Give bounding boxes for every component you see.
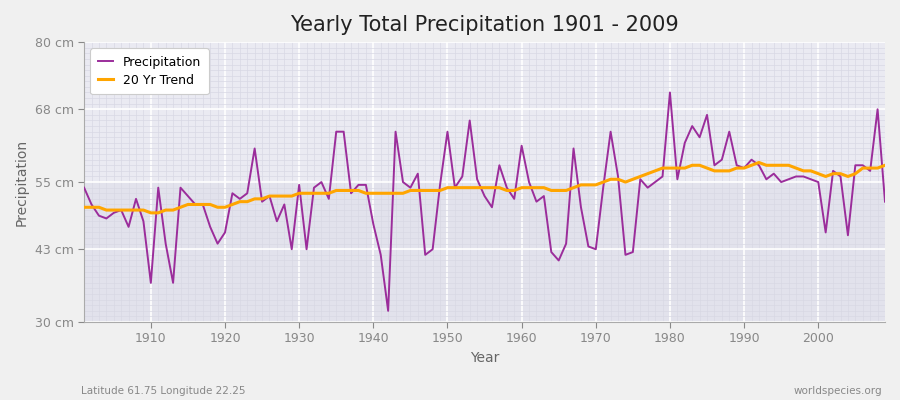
Title: Yearly Total Precipitation 1901 - 2009: Yearly Total Precipitation 1901 - 2009 bbox=[290, 15, 679, 35]
Precipitation bbox=[879, 199, 890, 204]
20 Yr Trend bbox=[879, 163, 890, 168]
Precipitation bbox=[78, 185, 89, 190]
Legend: Precipitation, 20 Yr Trend: Precipitation, 20 Yr Trend bbox=[90, 48, 209, 94]
Precipitation bbox=[138, 219, 148, 224]
Precipitation bbox=[346, 191, 356, 196]
Line: 20 Yr Trend: 20 Yr Trend bbox=[84, 162, 885, 213]
Precipitation bbox=[382, 308, 393, 313]
20 Yr Trend bbox=[753, 160, 764, 165]
Bar bbox=[84, 42, 885, 182]
Precipitation bbox=[524, 180, 535, 184]
Precipitation bbox=[664, 90, 675, 95]
Text: Latitude 61.75 Longitude 22.25: Latitude 61.75 Longitude 22.25 bbox=[81, 386, 246, 396]
X-axis label: Year: Year bbox=[470, 351, 500, 365]
Bar bbox=[84, 182, 885, 322]
Precipitation bbox=[302, 247, 312, 252]
20 Yr Trend bbox=[309, 191, 320, 196]
Text: worldspecies.org: worldspecies.org bbox=[794, 386, 882, 396]
20 Yr Trend bbox=[146, 210, 157, 215]
20 Yr Trend bbox=[353, 188, 364, 193]
20 Yr Trend bbox=[78, 205, 89, 210]
20 Yr Trend bbox=[138, 208, 148, 212]
20 Yr Trend bbox=[524, 185, 535, 190]
Y-axis label: Precipitation: Precipitation bbox=[15, 138, 29, 226]
Precipitation bbox=[613, 174, 624, 179]
Line: Precipitation: Precipitation bbox=[84, 92, 885, 311]
20 Yr Trend bbox=[517, 185, 527, 190]
Precipitation bbox=[517, 143, 527, 148]
20 Yr Trend bbox=[613, 177, 624, 182]
